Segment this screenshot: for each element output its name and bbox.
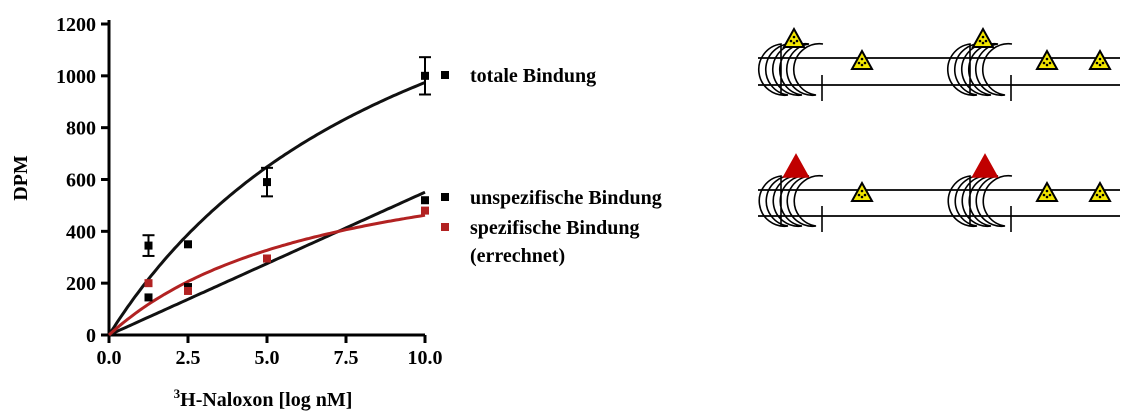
ligand-dot bbox=[795, 39, 799, 43]
x-tick-label: 2.5 bbox=[176, 347, 201, 369]
ligand-dot bbox=[789, 39, 793, 43]
ligand-dot bbox=[863, 193, 867, 197]
ligand-dot bbox=[1042, 61, 1046, 65]
ligand-dot bbox=[857, 193, 861, 197]
ligand-dot bbox=[860, 195, 864, 199]
x-axis-title-text: H-Naloxon [log nM] bbox=[180, 389, 352, 411]
blocking-ligand-icon-shape bbox=[782, 153, 810, 178]
data-point-series-1 bbox=[144, 293, 153, 302]
ligand-dot bbox=[1045, 63, 1049, 67]
ligand-dot bbox=[792, 41, 796, 45]
ligand-dot bbox=[860, 57, 864, 61]
free-ligand-icon bbox=[1035, 48, 1059, 70]
blocking-ligand-icon-shape bbox=[971, 153, 999, 178]
y-ticks: 0 200 400 600 800 1000 1200 bbox=[56, 14, 109, 347]
receptor-helices bbox=[757, 42, 824, 97]
data-point-series-0 bbox=[263, 178, 271, 187]
legend-marker-specific bbox=[441, 223, 449, 231]
data-point-series-2 bbox=[144, 279, 153, 288]
receptor-diagram bbox=[757, 26, 1120, 232]
x-axis-title-superscript: 3 bbox=[174, 386, 181, 401]
y-tick-label: 600 bbox=[66, 170, 96, 192]
legend: totale Bindung unspezifische Bindung spe… bbox=[441, 65, 662, 267]
ligand-dot bbox=[1042, 193, 1046, 197]
ligand-dot bbox=[981, 41, 985, 45]
y-tick-label: 1200 bbox=[56, 14, 96, 36]
data-points bbox=[142, 56, 431, 302]
receptor-icon bbox=[758, 174, 824, 232]
ligand-dot bbox=[1098, 189, 1102, 193]
legend-label-specific: spezifische Bindung bbox=[470, 217, 639, 239]
ligand-dot bbox=[1095, 61, 1099, 65]
ligand-dot bbox=[984, 39, 988, 43]
ligand-dot bbox=[1098, 63, 1102, 67]
free-ligand-icon bbox=[1088, 180, 1112, 202]
data-point-series-2 bbox=[184, 286, 192, 295]
ligand-dot bbox=[857, 61, 861, 65]
ligand-dot bbox=[1045, 195, 1049, 199]
free-ligand-icon bbox=[1035, 180, 1059, 202]
legend-label-total: totale Bindung bbox=[470, 65, 596, 87]
x-tick-label: 5.0 bbox=[255, 347, 280, 369]
y-tick-label: 800 bbox=[66, 118, 96, 140]
ligand-dot bbox=[863, 61, 867, 65]
free-ligand-icon bbox=[850, 48, 874, 70]
data-point-series-0 bbox=[421, 71, 429, 80]
free-ligand-icon bbox=[850, 180, 874, 202]
bound-ligand-icon bbox=[782, 26, 806, 48]
fit-curves bbox=[107, 81, 426, 337]
data-point-series-0 bbox=[144, 241, 153, 250]
x-tick-label: 0.0 bbox=[97, 347, 122, 369]
receptor-icon bbox=[947, 174, 1013, 232]
bound-ligand-icon bbox=[971, 26, 995, 48]
free-ligand-icon bbox=[1088, 48, 1112, 70]
y-axis-title: DPM bbox=[10, 155, 32, 201]
ligand-dot bbox=[1048, 61, 1052, 65]
ligand-dot bbox=[792, 35, 796, 39]
ligand-dot bbox=[1101, 61, 1105, 65]
y-tick-label: 0 bbox=[86, 325, 96, 347]
y-tick-label: 1000 bbox=[56, 66, 96, 88]
receptor-helices bbox=[946, 42, 1013, 97]
data-point-series-2 bbox=[421, 206, 429, 215]
fit-curve-series-1 bbox=[108, 190, 426, 337]
ligand-dot bbox=[981, 35, 985, 39]
ligand-dot bbox=[860, 63, 864, 67]
data-point-series-2 bbox=[263, 254, 271, 263]
x-axis-title: 3H-Naloxon [log nM] bbox=[174, 386, 353, 411]
ligand-dot bbox=[1045, 57, 1049, 61]
ligand-dot bbox=[1098, 57, 1102, 61]
fit-curve-series-0 bbox=[107, 81, 426, 336]
ligand-dot bbox=[1095, 193, 1099, 197]
x-ticks: 0.0 2.5 5.0 7.5 10.0 bbox=[97, 335, 443, 369]
ligand-dot bbox=[1101, 193, 1105, 197]
receptor-helices bbox=[947, 174, 1013, 228]
data-point-series-0 bbox=[184, 240, 192, 249]
legend-label-specific-line2: (errechnet) bbox=[470, 245, 565, 267]
legend-label-unspecific: unspezifische Bindung bbox=[470, 187, 662, 209]
fit-curve-series-2 bbox=[107, 213, 426, 337]
data-point-series-1 bbox=[421, 196, 429, 205]
x-tick-label: 10.0 bbox=[408, 347, 443, 369]
receptor-icon bbox=[757, 42, 824, 101]
ligand-dot bbox=[1048, 193, 1052, 197]
ligand-dot bbox=[1098, 195, 1102, 199]
x-tick-label: 7.5 bbox=[334, 347, 359, 369]
blocking-ligand-icon bbox=[971, 153, 999, 178]
ligand-dot bbox=[860, 189, 864, 193]
y-tick-label: 400 bbox=[66, 221, 96, 243]
ligand-dot bbox=[1045, 189, 1049, 193]
y-tick-label: 200 bbox=[66, 273, 96, 295]
receptor-helices bbox=[758, 174, 824, 228]
ligand-dot bbox=[978, 39, 982, 43]
legend-marker-unspecific bbox=[441, 193, 449, 201]
receptor-icon bbox=[946, 42, 1013, 101]
blocking-ligand-icon bbox=[782, 153, 810, 178]
legend-marker-total bbox=[441, 71, 449, 79]
